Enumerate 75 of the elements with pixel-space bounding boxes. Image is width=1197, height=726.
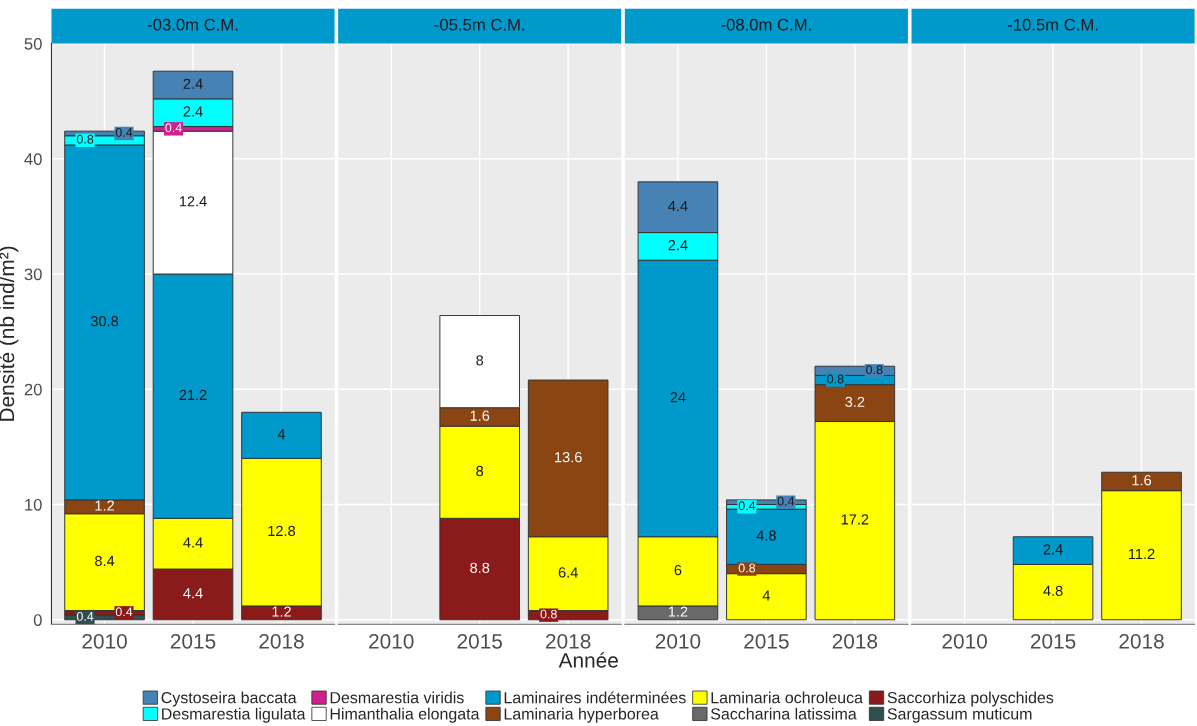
x-tick-label: 2010 <box>942 633 987 649</box>
data-label: 3.2 <box>845 396 865 408</box>
data-label: 2.4 <box>183 106 203 117</box>
x-tick-label: 2018 <box>1119 633 1164 649</box>
legend-label: Laminaires indéterminées <box>504 691 686 704</box>
chart-title: -08.0m C.M. <box>721 18 811 31</box>
data-label: 1.6 <box>1132 475 1152 486</box>
data-label: 0.8 <box>540 609 557 619</box>
data-label: 8.4 <box>95 555 115 567</box>
data-label: 4.4 <box>668 200 688 211</box>
data-label: 1.2 <box>668 606 688 617</box>
data-label: 0.4 <box>777 496 795 506</box>
x-tick-label: 2018 <box>832 633 878 649</box>
data-label: 4 <box>277 429 286 440</box>
y-tick-label: 30 <box>24 268 42 281</box>
data-label: 4 <box>762 590 771 601</box>
data-label: 6.4 <box>558 567 578 578</box>
chart-title: -10.5m C.M. <box>1007 18 1098 31</box>
legend-label: Saccorhiza polyschides <box>887 691 1054 707</box>
x-tick-label: 2015 <box>744 633 789 649</box>
x-tick-label: 2015 <box>170 633 216 649</box>
x-axis-title: Année <box>558 652 618 668</box>
data-label: 0.4 <box>115 127 133 137</box>
data-label: 0.8 <box>738 563 756 573</box>
x-tick-label: 2010 <box>82 633 127 649</box>
data-label: 0.8 <box>866 365 883 375</box>
y-tick-label: 10 <box>25 498 42 511</box>
legend-label: Saccharina latissima <box>710 707 857 720</box>
x-tick-label: 2018 <box>259 633 304 649</box>
data-label: 8.8 <box>470 562 490 573</box>
data-label: 17.2 <box>841 514 869 525</box>
data-label: 4.8 <box>756 530 776 541</box>
legend-label: Cystoseira baccata <box>161 691 297 707</box>
legend-label: Laminaria hyperborea <box>504 707 659 723</box>
chart-title: -05.5m C.M. <box>434 18 525 31</box>
data-label: 2.4 <box>1043 544 1063 555</box>
data-label: 4.4 <box>183 537 203 548</box>
y-tick-label: 50 <box>24 37 42 50</box>
data-label: 0.8 <box>827 374 844 384</box>
legend-label: Sargassum muticum <box>887 707 1032 723</box>
data-label: 6 <box>674 564 682 576</box>
data-label: 0.4 <box>738 501 756 511</box>
x-tick-label: 2018 <box>546 633 591 649</box>
y-tick-label: 40 <box>24 153 42 165</box>
data-label: 0.4 <box>165 123 182 133</box>
data-label: 12.8 <box>268 525 296 537</box>
data-label: 13.6 <box>555 452 582 463</box>
data-label: 0.4 <box>115 607 133 617</box>
data-label: 11.2 <box>1128 548 1155 559</box>
legend-label: Himanthalia elongata <box>330 707 480 723</box>
x-tick-label: 2010 <box>655 633 701 649</box>
x-tick-label: 2015 <box>457 633 502 649</box>
x-tick-label: 2010 <box>369 633 414 649</box>
data-label: 4.4 <box>183 588 203 599</box>
y-tick-label: 20 <box>24 383 42 396</box>
y-tick-label: 0 <box>33 614 42 626</box>
legend-label: Laminaria ochroleuca <box>711 691 863 704</box>
data-label: 1.2 <box>272 606 291 617</box>
data-label: 2.4 <box>183 78 203 89</box>
data-label: 0.8 <box>76 134 94 144</box>
data-label: 8 <box>476 355 484 366</box>
x-tick-label: 2015 <box>1030 633 1076 649</box>
data-label: 2.4 <box>668 239 688 251</box>
chart-title: -03.0m C.M. <box>147 18 238 31</box>
data-label: 8 <box>476 465 484 477</box>
data-label: 4.8 <box>1043 585 1063 597</box>
legend-label: Desmarestia ligulata <box>162 707 306 723</box>
data-label: 12.4 <box>179 196 207 207</box>
data-label: 0.4 <box>76 611 94 621</box>
legend-label: Desmarestia viridis <box>330 691 464 704</box>
data-label: 1.2 <box>95 500 114 511</box>
data-label: 30.8 <box>90 316 119 327</box>
data-label: 24 <box>670 392 686 403</box>
data-label: 21.2 <box>179 389 207 400</box>
data-label: 1.6 <box>470 410 490 421</box>
